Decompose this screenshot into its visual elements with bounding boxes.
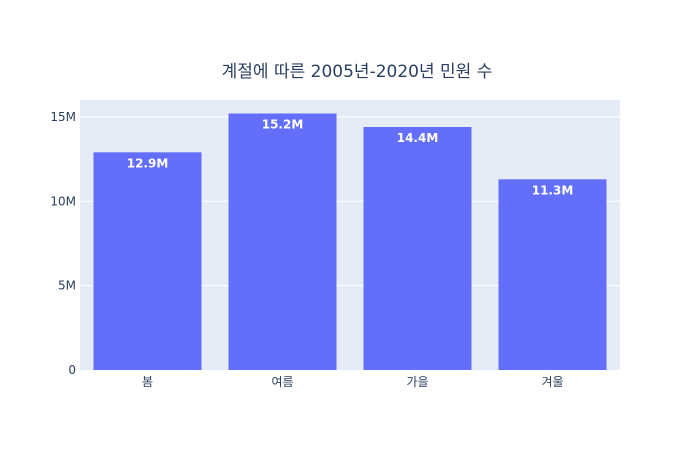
- bar-value-label: 11.3M: [532, 183, 574, 197]
- bar: [93, 152, 202, 370]
- x-tick-label: 여름: [271, 375, 293, 389]
- bar: [363, 127, 472, 370]
- bar-value-label: 14.4M: [397, 131, 439, 145]
- x-tick-label: 봄: [142, 375, 153, 389]
- bars: [93, 113, 607, 370]
- chart-title: 계절에 따른 2005년-2020년 민원 수: [222, 62, 493, 82]
- x-tick-label: 겨울: [541, 375, 563, 389]
- y-tick-label: 10M: [50, 194, 76, 208]
- y-tick-label: 0: [68, 363, 76, 377]
- data-labels: 12.9M 15.2M 14.4M 11.3M: [127, 118, 574, 198]
- y-tick-label: 15M: [50, 110, 76, 124]
- bar: [228, 113, 337, 370]
- y-axis-ticks: 0 5M 10M 15M: [50, 110, 76, 377]
- bar-value-label: 12.9M: [127, 156, 169, 170]
- bar-value-label: 15.2M: [262, 118, 304, 132]
- x-tick-label: 가을: [406, 375, 428, 389]
- y-tick-label: 5M: [58, 279, 76, 293]
- x-axis-ticks: 봄 여름 가을 겨울: [142, 375, 564, 389]
- bar: [498, 179, 607, 370]
